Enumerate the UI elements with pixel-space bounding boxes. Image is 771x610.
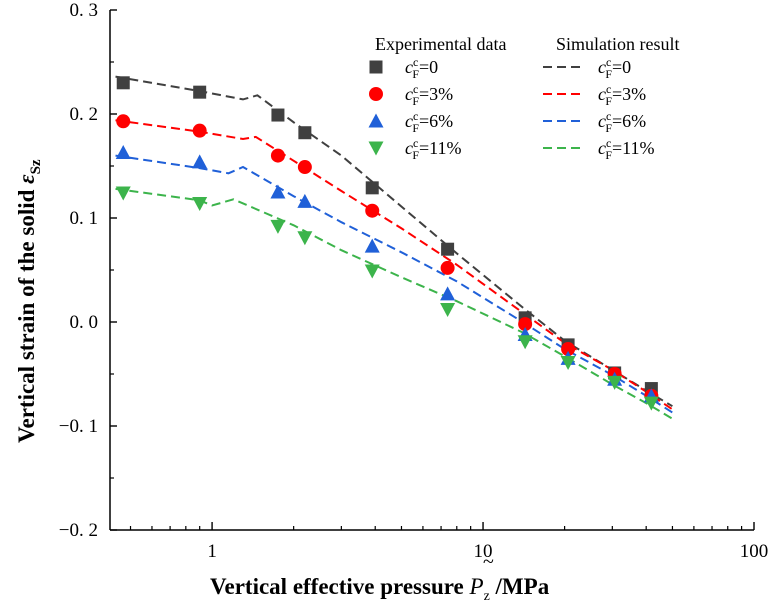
y-tick-label: −0. 1 (59, 416, 98, 437)
axis-ticks: 0. 3 0. 2 0. 1 0. 0 −0. 1 −0. 2 1 10 100 (59, 0, 768, 562)
data-point (365, 181, 379, 195)
y-tick-label: 0. 3 (70, 0, 99, 21)
legend-marker (368, 113, 384, 128)
data-point (297, 193, 313, 208)
data-point (297, 160, 312, 175)
legend-label: cc F=11% (598, 136, 655, 162)
data-point (115, 186, 131, 201)
data-point (643, 396, 659, 411)
data-point (192, 196, 208, 211)
y-tick-label: 0. 2 (70, 104, 99, 125)
data-point (192, 154, 208, 169)
data-point (440, 303, 456, 318)
legend-label: cc F=6% (598, 109, 646, 135)
legend-header-experimental: Experimental data (375, 34, 506, 54)
data-point (365, 203, 380, 218)
y-tick-label: 0. 1 (70, 208, 99, 229)
data-point (440, 286, 456, 301)
x-tick-label: 100 (740, 541, 769, 562)
legend-label: cc F=3% (598, 82, 646, 108)
data-point (561, 342, 576, 357)
data-point (270, 148, 285, 163)
data-point (115, 144, 131, 159)
y-tick-label: 0. 0 (70, 312, 99, 333)
data-point (607, 375, 623, 390)
axis-titles: Vertical effective pressure Pz /MPa~ Vert… (14, 159, 550, 604)
legend-marker (369, 60, 383, 74)
legend-marker (369, 87, 383, 101)
data-point (364, 238, 380, 253)
data-point (440, 260, 455, 275)
legend-label: cc F=6% (405, 109, 453, 135)
legend-label: cc F=0 (405, 55, 438, 81)
data-point (298, 126, 312, 140)
simulation-line (115, 187, 673, 420)
y-tick-label: −0. 2 (59, 520, 98, 541)
legend-label: cc F=11% (405, 136, 462, 162)
data-point (441, 242, 455, 256)
x-axis-title: Vertical effective pressure Pz /MPa (210, 574, 550, 604)
legend-header-simulation: Simulation result (556, 34, 680, 54)
data-point (560, 356, 576, 371)
data-point (518, 317, 533, 332)
data-point (270, 219, 286, 234)
legend-marker (368, 141, 384, 156)
y-axis-title: Vertical strain of the solid εSz (14, 159, 44, 443)
data-point (517, 335, 533, 350)
legend: Experimental data Simulation result cc F=… (368, 34, 680, 162)
x-axis-title-accent: ~ (483, 551, 494, 573)
simulation-line (115, 154, 673, 414)
data-point (116, 114, 131, 129)
data-point (271, 108, 285, 122)
x-tick-label: 10 (474, 541, 493, 562)
data-point (193, 85, 207, 99)
legend-label: cc F=0 (598, 55, 631, 81)
experimental-markers (115, 76, 659, 411)
x-tick-label: 1 (207, 541, 217, 562)
data-point (192, 123, 207, 138)
legend-label: cc F=3% (405, 82, 453, 108)
data-point (270, 184, 286, 199)
data-point (297, 231, 313, 246)
data-point (364, 264, 380, 279)
data-point (116, 76, 130, 90)
